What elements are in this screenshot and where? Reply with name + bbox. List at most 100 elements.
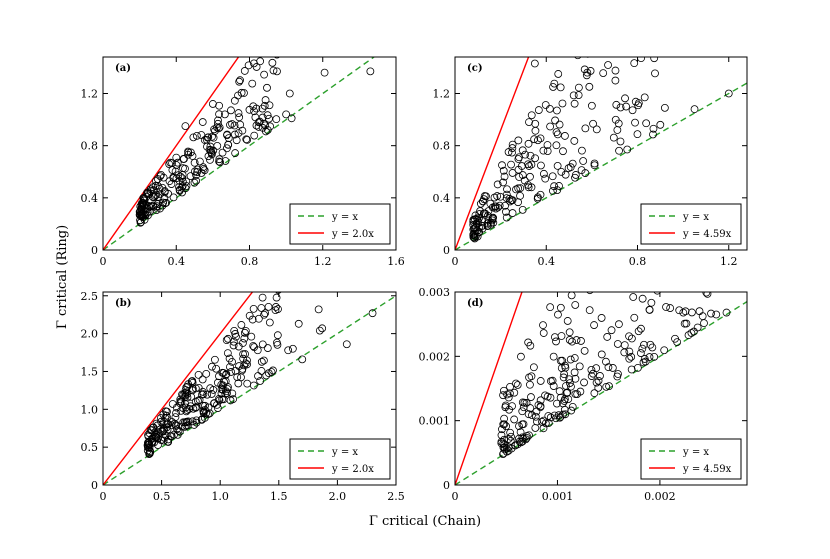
data-point: [184, 417, 193, 426]
data-point: [181, 122, 190, 131]
data-point: [557, 332, 566, 340]
data-point: [265, 318, 274, 327]
data-point: [538, 417, 546, 426]
data-point: [192, 171, 201, 180]
data-point: [235, 77, 244, 86]
data-point: [581, 124, 590, 133]
axes-frame: [102, 291, 397, 486]
y-tick-label: 2.0: [81, 328, 99, 341]
data-point: [664, 278, 671, 285]
data-point: [620, 348, 629, 357]
data-point: [647, 265, 654, 272]
data-point: [526, 380, 534, 389]
data-point: [581, 239, 588, 246]
data-point: [614, 370, 622, 378]
data-point: [688, 308, 696, 317]
data-point: [701, 174, 708, 181]
data-point: [272, 115, 281, 124]
axes-frame: [454, 291, 748, 486]
data-point: [555, 387, 564, 396]
data-point: [552, 414, 560, 423]
data-point: [583, 68, 592, 77]
data-point: [646, 246, 653, 253]
data-point: [579, 45, 586, 52]
data-point: [579, 157, 588, 165]
data-point: [698, 312, 707, 321]
data-point: [638, 344, 647, 353]
data-point: [138, 213, 147, 221]
data-point: [265, 114, 273, 123]
data-point: [144, 189, 153, 197]
data-point: [513, 381, 522, 389]
data-point: [574, 91, 583, 100]
x-tick-label: 0.4: [168, 255, 186, 268]
data-point: [633, 130, 642, 139]
data-point: [496, 192, 505, 201]
data-point: [634, 101, 643, 110]
data-point: [543, 147, 552, 156]
data-point: [499, 178, 507, 187]
data-point: [183, 393, 192, 402]
data-point: [470, 229, 479, 238]
data-point: [671, 334, 679, 343]
data-point: [604, 61, 612, 69]
data-point: [284, 346, 293, 355]
data-point: [609, 167, 616, 174]
data-point: [602, 357, 610, 366]
data-point: [662, 303, 670, 311]
data-point: [200, 136, 209, 144]
data-point: [144, 440, 153, 449]
data-point: [207, 390, 216, 398]
data-point: [198, 387, 207, 396]
data-point: [273, 19, 280, 26]
data-point: [519, 403, 528, 412]
data-point: [180, 422, 189, 431]
data-point: [626, 243, 633, 250]
data-point: [636, 349, 645, 357]
x-tick-label: 0: [452, 490, 459, 503]
data-point: [634, 327, 643, 336]
data-point: [504, 148, 513, 156]
data-point: [156, 414, 165, 422]
data-point: [687, 329, 696, 337]
data-point: [636, 1, 643, 8]
data-point: [491, 202, 500, 211]
data-point: [568, 257, 575, 264]
data-point: [546, 122, 555, 131]
data-point: [524, 410, 533, 419]
data-point: [181, 389, 190, 397]
data-point: [510, 415, 519, 424]
x-tick-label: 1.2: [720, 255, 738, 268]
data-point: [614, 237, 621, 244]
data-point: [262, 371, 271, 380]
data-point: [611, 76, 620, 85]
data-point: [171, 413, 180, 422]
data-point: [536, 134, 545, 143]
data-point: [539, 146, 548, 155]
data-point: [525, 373, 533, 382]
data-point: [675, 306, 684, 315]
plot-area: [455, 164, 747, 485]
data-point: [543, 141, 552, 149]
data-point: [215, 110, 223, 119]
data-point: [620, 164, 627, 171]
data-point: [175, 185, 184, 194]
data-point: [263, 83, 271, 92]
data-point: [640, 340, 648, 349]
data-point: [139, 194, 148, 202]
data-point: [582, 36, 589, 43]
data-point: [600, 239, 607, 246]
data-point: [572, 336, 581, 344]
data-point: [272, 279, 279, 286]
data-point: [258, 340, 267, 349]
line-y-equals-x: [103, 295, 396, 485]
data-point: [213, 119, 222, 128]
data-point: [585, 57, 591, 58]
data-point: [470, 234, 479, 243]
data-point: [623, 221, 630, 228]
data-point: [597, 350, 606, 359]
data-point: [597, 314, 606, 322]
data-point: [508, 402, 516, 411]
data-point: [254, 123, 263, 131]
